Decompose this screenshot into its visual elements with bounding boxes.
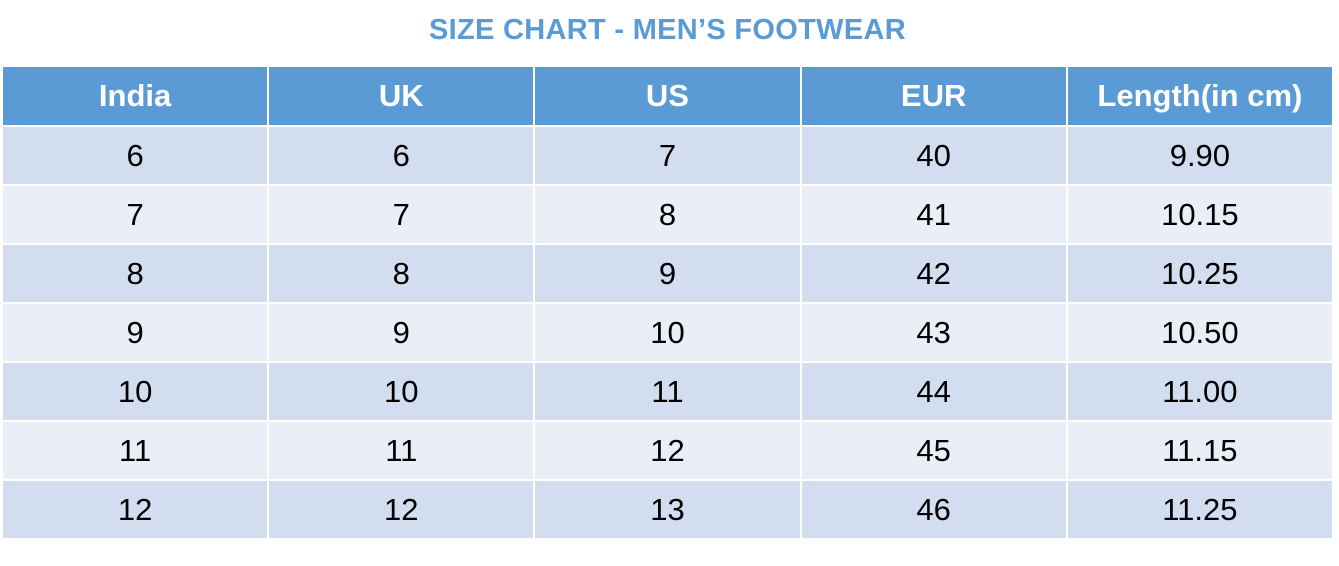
cell-uk: 8	[267, 243, 536, 304]
cell-uk: 7	[267, 184, 536, 245]
cell-length: 9.90	[1065, 125, 1335, 186]
cell-us: 12	[533, 420, 802, 481]
cell-length: 11.00	[1065, 361, 1335, 422]
cell-eur: 42	[799, 243, 1068, 304]
cell-uk: 6	[267, 125, 536, 186]
cell-eur: 45	[799, 420, 1068, 481]
cell-eur: 44	[799, 361, 1068, 422]
cell-india: 7	[0, 184, 270, 245]
cell-uk: 9	[267, 302, 536, 363]
table-row: 8 8 9 42 10.25	[0, 243, 1335, 304]
cell-us: 11	[533, 361, 802, 422]
cell-uk: 11	[267, 420, 536, 481]
table-row: 11 11 12 45 11.15	[0, 420, 1335, 481]
table-row: 6 6 7 40 9.90	[0, 125, 1335, 186]
header-eur: EUR	[799, 65, 1068, 127]
cell-eur: 41	[799, 184, 1068, 245]
table-header: India UK US EUR Length(in cm)	[0, 65, 1335, 127]
cell-eur: 43	[799, 302, 1068, 363]
cell-length: 10.25	[1065, 243, 1335, 304]
cell-india: 10	[0, 361, 270, 422]
cell-eur: 40	[799, 125, 1068, 186]
cell-us: 8	[533, 184, 802, 245]
cell-length: 11.25	[1065, 479, 1335, 540]
header-length: Length(in cm)	[1065, 65, 1335, 127]
cell-india: 9	[0, 302, 270, 363]
table-row: 7 7 8 41 10.15	[0, 184, 1335, 245]
table-row: 10 10 11 44 11.00	[0, 361, 1335, 422]
page-title: SIZE CHART - MEN’S FOOTWEAR	[429, 14, 906, 46]
cell-length: 10.15	[1065, 184, 1335, 245]
cell-india: 8	[0, 243, 270, 304]
header-us: US	[533, 65, 802, 127]
size-chart-table: India UK US EUR Length(in cm) 6 6 7 40 9…	[0, 65, 1335, 540]
cell-us: 13	[533, 479, 802, 540]
header-uk: UK	[267, 65, 536, 127]
cell-eur: 46	[799, 479, 1068, 540]
cell-us: 9	[533, 243, 802, 304]
cell-india: 11	[0, 420, 270, 481]
cell-india: 12	[0, 479, 270, 540]
cell-us: 7	[533, 125, 802, 186]
cell-length: 11.15	[1065, 420, 1335, 481]
table-row: 9 9 10 43 10.50	[0, 302, 1335, 363]
table-row: 12 12 13 46 11.25	[0, 479, 1335, 540]
header-row: India UK US EUR Length(in cm)	[0, 65, 1335, 127]
cell-length: 10.50	[1065, 302, 1335, 363]
table-body: 6 6 7 40 9.90 7 7 8 41 10.15 8 8 9 42 10…	[0, 125, 1335, 540]
cell-us: 10	[533, 302, 802, 363]
cell-uk: 10	[267, 361, 536, 422]
cell-uk: 12	[267, 479, 536, 540]
header-india: India	[0, 65, 270, 127]
cell-india: 6	[0, 125, 270, 186]
